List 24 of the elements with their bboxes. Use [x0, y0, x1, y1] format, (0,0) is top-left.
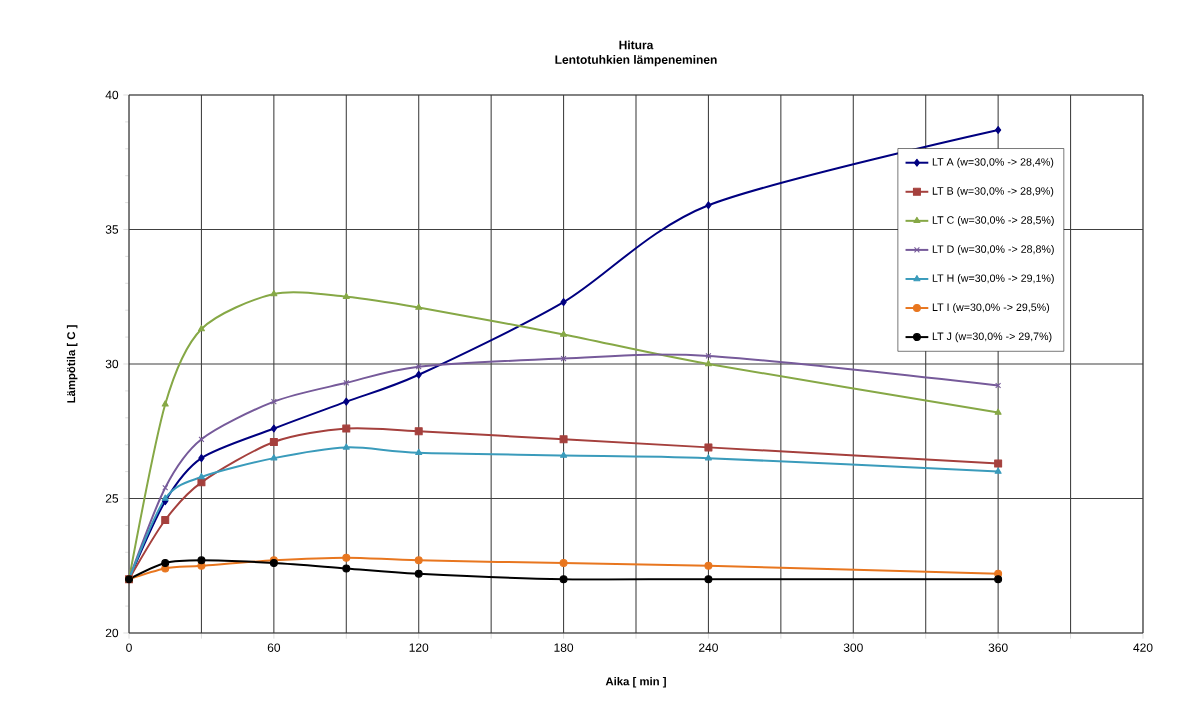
legend-label: LT C (w=30,0% -> 28,5%) — [932, 215, 1054, 226]
chart-subtitle: Lentotuhkien lämpeneminen — [555, 55, 717, 67]
x-tick-label: 360 — [988, 643, 1008, 652]
y-axis-title: Lämpötila [ C ] — [66, 325, 78, 403]
x-tick-label: 120 — [409, 643, 429, 652]
x-tick-label: 240 — [699, 643, 718, 652]
legend-label: LT I (w=30,0% -> 29,5%) — [932, 303, 1050, 314]
x-tick-label: 60 — [267, 643, 281, 652]
x-tick-label: 180 — [554, 643, 574, 652]
y-tick-label: 30 — [105, 359, 119, 369]
y-tick-label: 40 — [105, 90, 119, 100]
x-tick-label: 300 — [843, 643, 863, 652]
chart-title: Hitura — [619, 40, 654, 50]
x-tick-label: 420 — [1133, 643, 1153, 652]
legend-label: LT H (w=30,0% -> 29,1%) — [932, 274, 1054, 285]
y-tick-label: 35 — [105, 225, 119, 234]
y-tick-label: 20 — [105, 628, 119, 638]
legend-label: LT A (w=30,0% -> 28,4%) — [932, 157, 1054, 168]
legend-label: LT B (w=30,0% -> 28,9%) — [932, 186, 1054, 197]
legend-label: LT D (w=30,0% -> 28,8%) — [932, 245, 1054, 255]
y-tick-label: 25 — [105, 494, 119, 503]
legend-label: LT J (w=30,0% -> 29,7%) — [932, 332, 1052, 343]
x-tick-label: 0 — [126, 643, 132, 652]
x-axis-title: Aika [ min ] — [605, 677, 666, 688]
